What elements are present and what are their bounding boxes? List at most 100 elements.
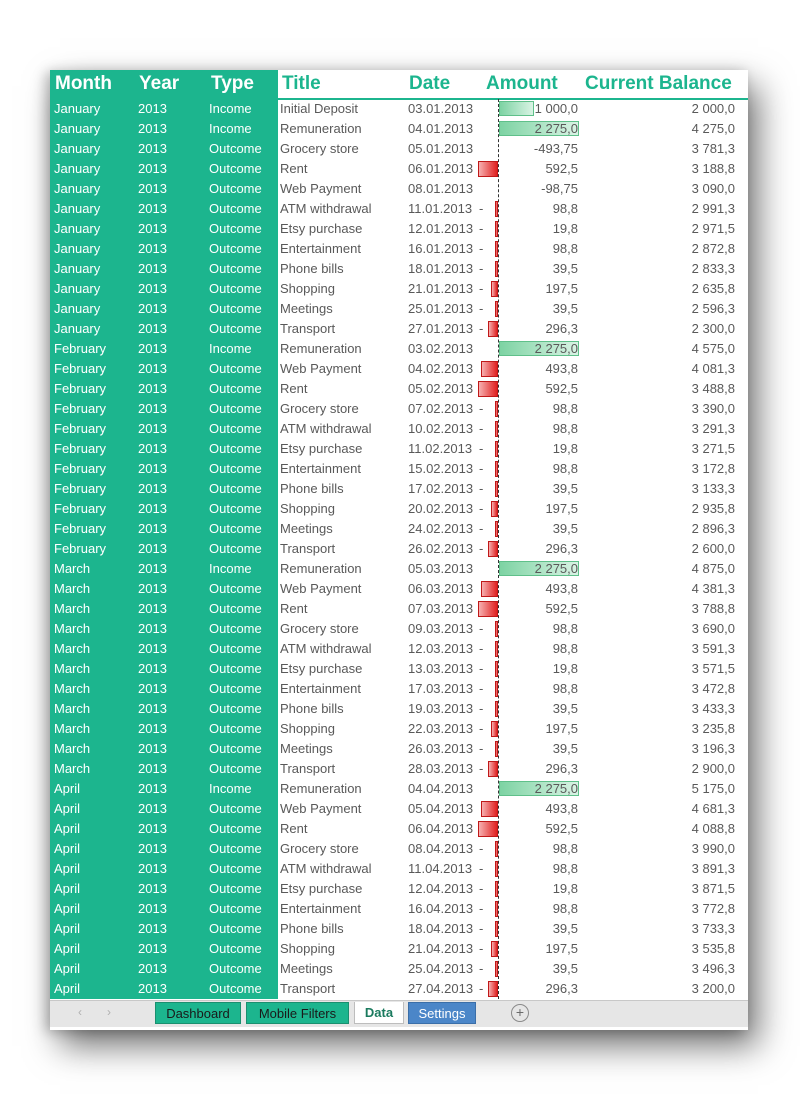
- cell-title[interactable]: ATM withdrawal: [280, 641, 372, 656]
- cell-title[interactable]: Entertainment: [280, 461, 361, 476]
- cell-balance[interactable]: 2 596,3: [691, 301, 735, 316]
- cell-amount[interactable]: 592,5: [545, 381, 578, 396]
- cell-date[interactable]: 22.03.2013: [408, 721, 474, 736]
- cell-month[interactable]: January: [54, 221, 101, 236]
- cell-year[interactable]: 2013: [138, 521, 167, 536]
- cell-date[interactable]: 07.03.2013: [408, 601, 474, 616]
- header-year[interactable]: Year: [139, 73, 180, 94]
- cell-year[interactable]: 2013: [138, 201, 167, 216]
- cell-type[interactable]: Outcome: [209, 661, 262, 676]
- cell-date[interactable]: 11.04.2013: [408, 861, 473, 876]
- cell-type[interactable]: Outcome: [209, 461, 262, 476]
- cell-amount[interactable]: 98,8: [552, 621, 578, 636]
- cell-year[interactable]: 2013: [138, 981, 167, 996]
- cell-title[interactable]: Etsy purchase: [280, 221, 363, 236]
- cell-amount[interactable]: 98,8: [552, 461, 578, 476]
- cell-type[interactable]: Income: [209, 781, 252, 796]
- cell-year[interactable]: 2013: [138, 441, 167, 456]
- cell-balance[interactable]: 3 733,3: [691, 921, 735, 936]
- cell-title[interactable]: Shopping: [280, 941, 335, 956]
- cell-month[interactable]: January: [54, 241, 101, 256]
- cell-amount[interactable]: 19,8: [552, 441, 578, 456]
- cell-balance[interactable]: 3 571,5: [691, 661, 735, 676]
- cell-date[interactable]: 12.04.2013: [408, 881, 474, 896]
- cell-type[interactable]: Outcome: [209, 641, 262, 656]
- cell-date[interactable]: 25.01.2013: [408, 301, 474, 316]
- cell-title[interactable]: ATM withdrawal: [280, 201, 372, 216]
- cell-month[interactable]: January: [54, 181, 101, 196]
- cell-type[interactable]: Outcome: [209, 361, 262, 376]
- cell-month[interactable]: March: [54, 581, 91, 596]
- cell-title[interactable]: Phone bills: [280, 261, 344, 276]
- cell-month[interactable]: February: [54, 441, 107, 456]
- cell-balance[interactable]: 3 871,5: [691, 881, 735, 896]
- cell-month[interactable]: February: [54, 361, 107, 376]
- header-amount[interactable]: Amount: [486, 73, 558, 94]
- cell-title[interactable]: Meetings: [280, 961, 333, 976]
- cell-amount[interactable]: 98,8: [552, 681, 578, 696]
- cell-title[interactable]: Transport: [280, 321, 336, 336]
- cell-date[interactable]: 17.02.2013: [408, 481, 474, 496]
- cell-date[interactable]: 04.04.2013: [408, 781, 474, 796]
- cell-balance[interactable]: 3 990,0: [691, 841, 735, 856]
- cell-amount[interactable]: 39,5: [552, 701, 578, 716]
- cell-balance[interactable]: 4 081,3: [691, 361, 735, 376]
- cell-type[interactable]: Outcome: [209, 141, 262, 156]
- cell-year[interactable]: 2013: [138, 261, 167, 276]
- cell-date[interactable]: 13.03.2013: [408, 661, 474, 676]
- cell-type[interactable]: Income: [209, 341, 252, 356]
- cell-amount[interactable]: 592,5: [545, 161, 578, 176]
- cell-balance[interactable]: 3 390,0: [691, 401, 735, 416]
- cell-month[interactable]: April: [54, 881, 81, 896]
- cell-type[interactable]: Outcome: [209, 601, 262, 616]
- cell-title[interactable]: Web Payment: [280, 801, 362, 816]
- cell-title[interactable]: Etsy purchase: [280, 661, 363, 676]
- cell-type[interactable]: Income: [209, 561, 252, 576]
- cell-date[interactable]: 16.04.2013: [408, 901, 474, 916]
- cell-month[interactable]: January: [54, 101, 101, 116]
- cell-date[interactable]: 24.02.2013: [408, 521, 474, 536]
- cell-balance[interactable]: 2 600,0: [691, 541, 735, 556]
- cell-month[interactable]: March: [54, 701, 91, 716]
- cell-balance[interactable]: 4 275,0: [691, 121, 735, 136]
- header-current-balance[interactable]: Current Balance: [585, 73, 732, 94]
- cell-year[interactable]: 2013: [138, 881, 167, 896]
- cell-title[interactable]: Remuneration: [280, 781, 362, 796]
- cell-year[interactable]: 2013: [138, 381, 167, 396]
- cell-date[interactable]: 05.03.2013: [408, 561, 474, 576]
- cell-year[interactable]: 2013: [138, 721, 167, 736]
- cell-type[interactable]: Outcome: [209, 181, 262, 196]
- tab-dashboard[interactable]: Dashboard: [155, 1002, 241, 1024]
- header-date[interactable]: Date: [409, 73, 451, 94]
- cell-amount[interactable]: 39,5: [552, 961, 578, 976]
- cell-balance[interactable]: 3 591,3: [691, 641, 735, 656]
- cell-amount[interactable]: 197,5: [545, 941, 578, 956]
- cell-month[interactable]: January: [54, 201, 101, 216]
- cell-title[interactable]: Meetings: [280, 741, 333, 756]
- cell-amount[interactable]: 39,5: [552, 921, 578, 936]
- cell-balance[interactable]: 2 991,3: [691, 201, 735, 216]
- cell-type[interactable]: Outcome: [209, 901, 262, 916]
- cell-month[interactable]: April: [54, 901, 81, 916]
- cell-year[interactable]: 2013: [138, 921, 167, 936]
- cell-balance[interactable]: 3 271,5: [691, 441, 735, 456]
- cell-balance[interactable]: 4 381,3: [691, 581, 735, 596]
- cell-type[interactable]: Outcome: [209, 301, 262, 316]
- tab-scroll-left-icon[interactable]: ‹: [78, 1005, 82, 1019]
- cell-month[interactable]: February: [54, 381, 107, 396]
- cell-amount[interactable]: 39,5: [552, 741, 578, 756]
- cell-month[interactable]: February: [54, 481, 107, 496]
- cell-year[interactable]: 2013: [138, 281, 167, 296]
- header-title[interactable]: Title: [282, 73, 321, 94]
- cell-date[interactable]: 08.01.2013: [408, 181, 474, 196]
- cell-year[interactable]: 2013: [138, 161, 167, 176]
- cell-date[interactable]: 06.04.2013: [408, 821, 474, 836]
- cell-balance[interactable]: 4 088,8: [691, 821, 735, 836]
- cell-year[interactable]: 2013: [138, 701, 167, 716]
- cell-type[interactable]: Outcome: [209, 861, 262, 876]
- cell-year[interactable]: 2013: [138, 741, 167, 756]
- cell-type[interactable]: Outcome: [209, 261, 262, 276]
- cell-date[interactable]: 16.01.2013: [408, 241, 474, 256]
- cell-year[interactable]: 2013: [138, 541, 167, 556]
- cell-month[interactable]: March: [54, 661, 91, 676]
